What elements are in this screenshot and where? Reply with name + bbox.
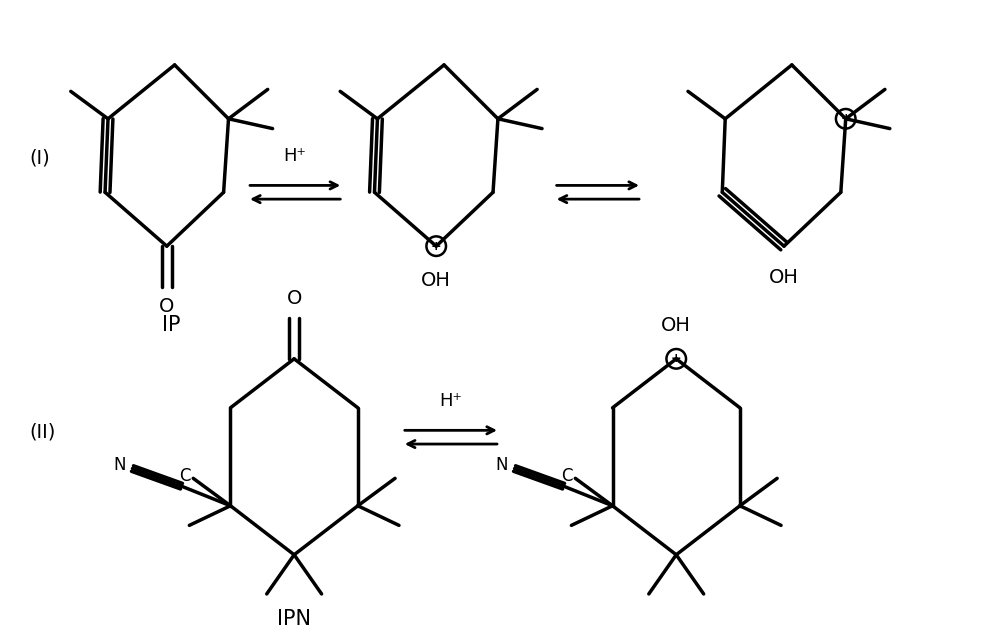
Text: N: N [495, 455, 508, 474]
Text: (I): (I) [30, 148, 50, 168]
Text: IP: IP [162, 315, 181, 334]
Text: OH: OH [421, 271, 451, 290]
Text: (II): (II) [30, 423, 56, 442]
Text: +: + [671, 352, 681, 365]
Text: +: + [841, 112, 851, 125]
Text: C: C [561, 468, 573, 485]
Text: H⁺: H⁺ [284, 147, 307, 165]
Text: O: O [287, 289, 302, 308]
Text: +: + [431, 240, 441, 253]
Text: IPN: IPN [277, 608, 312, 629]
Text: N: N [114, 455, 126, 474]
Text: O: O [159, 297, 174, 316]
Text: H⁺: H⁺ [439, 392, 462, 410]
Text: OH: OH [769, 268, 799, 287]
Text: OH: OH [662, 317, 691, 335]
Text: C: C [179, 468, 190, 485]
